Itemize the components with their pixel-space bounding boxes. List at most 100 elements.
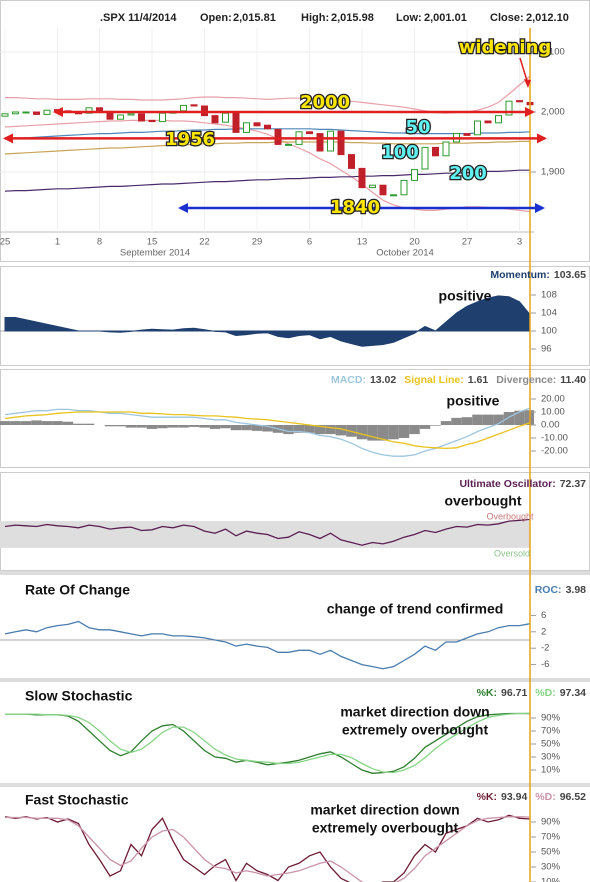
close-value: 2,012.10	[526, 12, 569, 24]
price-panel	[0, 0, 590, 262]
candle	[148, 119, 156, 123]
candle	[22, 111, 30, 114]
readout-name: MACD:	[331, 374, 366, 386]
histogram-bar	[356, 425, 368, 440]
histogram-bar	[230, 425, 242, 431]
annotation: overbought	[445, 493, 522, 509]
histogram-bar	[104, 425, 116, 427]
readout: Momentum: 103.65	[490, 269, 586, 281]
histogram-bar	[472, 414, 483, 425]
shade-label: Oversold	[494, 548, 530, 558]
readout-name: Momentum:	[490, 269, 550, 281]
candle	[222, 112, 229, 123]
candle	[127, 113, 135, 116]
y-tick-label: 2	[541, 626, 546, 637]
fast-stoch-plot	[4, 814, 531, 882]
indicator-line	[5, 816, 531, 882]
indicator-line	[5, 712, 531, 774]
readout-value: 96.52	[560, 791, 586, 803]
separator	[0, 571, 590, 575]
annotation: positive	[439, 288, 492, 304]
candle	[421, 146, 429, 170]
annotation-arrowhead	[524, 79, 531, 88]
candle	[43, 109, 51, 115]
x-tick-label: 22	[199, 237, 210, 248]
indicator-line	[4, 814, 531, 882]
histogram-bar	[440, 421, 452, 425]
histogram-bar	[178, 425, 189, 428]
candle	[316, 133, 324, 152]
y-tick-label: 70%	[541, 832, 561, 843]
candle	[463, 133, 471, 136]
readout-name: Signal Line:	[404, 374, 464, 386]
symbol: .SPX 11/4/2014	[100, 12, 177, 24]
histogram-bar	[482, 414, 494, 425]
histogram-bar	[314, 425, 326, 435]
x-tick-label: 29	[252, 237, 263, 248]
y-tick-label: 104	[541, 308, 557, 319]
candle	[484, 120, 492, 124]
readout-value: 93.94	[501, 791, 527, 803]
x-tick-label: 3	[517, 237, 522, 248]
candle	[369, 184, 376, 189]
histogram-bar	[146, 425, 158, 429]
candle	[390, 194, 397, 197]
readout: ROC: 3.98	[535, 584, 586, 596]
candle	[306, 131, 313, 135]
open-label: Open:	[200, 12, 232, 24]
y-tick-label: 96	[541, 344, 552, 355]
histogram-bar	[503, 412, 515, 425]
annotation: change of trend confirmed	[327, 601, 504, 617]
level-label: 1840	[330, 197, 380, 218]
histogram-bar	[167, 425, 179, 428]
candle	[411, 169, 418, 181]
x-tick-label: 13	[357, 237, 368, 248]
annotation: extremely overbought	[312, 820, 459, 836]
close-label: Close:	[490, 12, 524, 24]
x-tick-label: 25	[0, 237, 10, 248]
indicator-line	[4, 407, 531, 457]
histogram-bar	[241, 425, 252, 431]
candle	[54, 109, 61, 112]
histogram-bar	[398, 425, 410, 438]
readout-value: 11.40	[560, 374, 586, 386]
readout: Ultimate Oscillator: 72.37	[459, 478, 586, 490]
ma-label: 100	[381, 142, 419, 163]
y-tick-label: -2	[541, 643, 549, 654]
level-label: 2000	[300, 92, 350, 113]
histogram-bar	[136, 425, 147, 428]
roc-plot	[0, 620, 531, 670]
readout: MACD: 13.02 Signal Line: 1.61 Divergence: 11.…	[331, 374, 586, 386]
x-tick-label: 8	[97, 237, 102, 248]
candle	[211, 115, 219, 124]
histogram-bar	[199, 425, 210, 428]
histogram-bar	[52, 421, 63, 425]
panel-title: Rate Of Change	[25, 582, 130, 598]
y-tick-label: 90%	[541, 713, 561, 724]
candle	[274, 128, 282, 145]
annotation: market direction down	[310, 802, 459, 818]
histogram-bar	[304, 425, 315, 433]
separator	[0, 783, 590, 787]
candle	[400, 179, 408, 196]
annotation: market direction down	[340, 704, 489, 720]
y-tick-label: 50%	[541, 739, 561, 750]
histogram-bar	[430, 425, 441, 426]
x-tick-label: 6	[307, 237, 312, 248]
histogram-bar	[388, 425, 399, 440]
histogram-bar	[461, 417, 473, 425]
macd-plot	[0, 407, 534, 457]
histogram-bar	[115, 425, 126, 427]
readout-value: 103.65	[554, 269, 586, 281]
y-tick-label: 2,000	[541, 107, 565, 118]
readout-name: Divergence:	[496, 374, 556, 386]
candle	[190, 104, 198, 107]
y-tick-label: 20.00	[541, 394, 565, 405]
indicator-line	[5, 712, 531, 774]
low-value: 2,001.01	[424, 12, 467, 24]
y-tick-label: 30%	[541, 752, 561, 763]
annotation: widening	[459, 37, 552, 58]
candle	[243, 122, 250, 133]
histogram-bar	[325, 425, 336, 435]
momentum-plot	[0, 295, 531, 347]
